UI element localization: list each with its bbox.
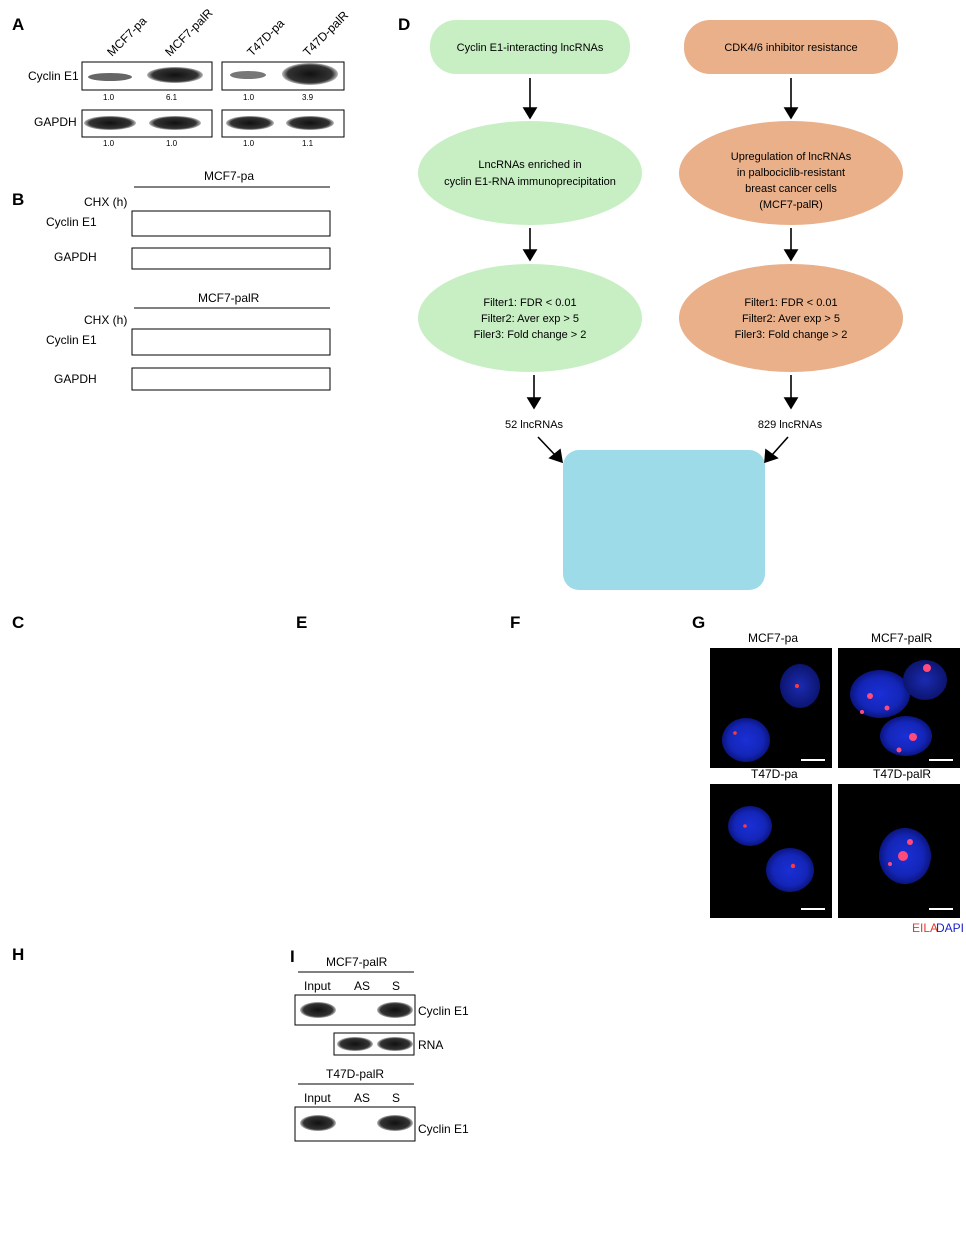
nucleus xyxy=(766,848,814,892)
row-label-cyclin: Cyclin E1 xyxy=(418,1004,469,1018)
panel-i-blots: MCF7-palR Input AS S Cyclin E1 RNA T47D-… xyxy=(294,955,469,1142)
image-title: T47D-pa xyxy=(751,767,798,781)
flow-box-right-1 xyxy=(684,20,898,74)
flow-text: cyclin E1-RNA immunoprecipitation xyxy=(444,176,616,188)
quant-value: 1.0 xyxy=(166,139,178,148)
flow-count-left: 52 lncRNAs xyxy=(505,419,564,431)
lane-label: MCF7-palR xyxy=(162,6,216,60)
nucleus xyxy=(903,660,947,700)
image-title: MCF7-pa xyxy=(748,631,798,645)
lane-label: Input xyxy=(304,979,331,993)
row-label-rna: RNA xyxy=(418,1038,443,1052)
image-title: T47D-palR xyxy=(873,767,931,781)
lane-label: S xyxy=(392,1091,400,1105)
flow-box-left-2 xyxy=(418,121,642,225)
flow-text: LncRNAs enriched in xyxy=(478,159,581,171)
flow-text: (MCF7-palR) xyxy=(759,199,823,211)
quant-value: 1.1 xyxy=(302,139,314,148)
blot-title: T47D-palR xyxy=(326,1067,384,1081)
flow-text: Filer3: Fold change > 2 xyxy=(735,329,848,341)
row-label-cyclin: Cyclin E1 xyxy=(46,215,97,229)
flow-text: Filter1: FDR < 0.01 xyxy=(483,297,576,309)
lane-label: T47D-pa xyxy=(244,16,287,59)
panel-label-d: D xyxy=(398,15,410,34)
flow-box-right-3 xyxy=(679,264,903,372)
blot-title: MCF7-palR xyxy=(326,955,388,969)
panel-label-e: E xyxy=(296,613,307,632)
quant-value: 3.9 xyxy=(302,93,314,102)
panel-label-h: H xyxy=(12,945,24,964)
panel-label-f: F xyxy=(510,613,520,632)
flow-text: Filter2: Aver exp > 5 xyxy=(481,313,579,325)
row-label-cyclin: Cyclin E1 xyxy=(28,69,79,83)
panel-b-blots: MCF7-pa CHX (h) Cyclin E1 GAPDH MCF7-pal… xyxy=(46,169,331,391)
nucleus xyxy=(850,670,910,718)
blot-title: MCF7-pa xyxy=(204,169,254,183)
flow-text: Cyclin E1-interacting lncRNAs xyxy=(457,42,604,54)
flow-text: Filter1: FDR < 0.01 xyxy=(744,297,837,309)
lane-label: AS xyxy=(354,1091,370,1105)
lane-label: AS xyxy=(354,979,370,993)
flow-count-right: 829 lncRNAs xyxy=(758,419,823,431)
quant-value: 1.0 xyxy=(103,93,115,102)
panel-label-g: G xyxy=(692,613,705,632)
lane-label: Input xyxy=(304,1091,331,1105)
panel-g-images: MCF7-pa MCF7-palR T47D-pa T47D-palR EILA… xyxy=(710,631,964,935)
row-label-gapdh: GAPDH xyxy=(34,115,77,129)
flow-text: Filer3: Fold change > 2 xyxy=(474,329,587,341)
nucleus xyxy=(780,664,820,708)
lane-label: MCF7-pa xyxy=(104,14,149,59)
flow-result-box xyxy=(563,450,765,590)
flow-box-left-1 xyxy=(430,20,630,74)
legend-eila: EILA xyxy=(912,921,938,935)
legend-dapi: DAPI xyxy=(936,921,964,935)
quant-value: 1.0 xyxy=(243,139,255,148)
row-label-cyclin: Cyclin E1 xyxy=(418,1122,469,1136)
panel-label-i: I xyxy=(290,947,295,966)
nucleus xyxy=(880,716,932,756)
blot-title: MCF7-palR xyxy=(198,291,260,305)
panel-a-blot: Cyclin E1 GAPDH MCF7-pa MCF7-palR T47D-p… xyxy=(28,6,351,148)
row-label-gapdh: GAPDH xyxy=(54,250,97,264)
nucleus xyxy=(728,806,772,846)
quant-value: 6.1 xyxy=(166,93,178,102)
flow-box-right-2 xyxy=(679,121,903,225)
panel-d-flowchart: Cyclin E1-interacting lncRNAs CDK4/6 inh… xyxy=(418,20,903,590)
quant-value: 1.0 xyxy=(243,93,255,102)
lane-label: S xyxy=(392,979,400,993)
flow-text: Filter2: Aver exp > 5 xyxy=(742,313,840,325)
flow-text: breast cancer cells xyxy=(745,183,837,195)
panel-label-c: C xyxy=(12,613,24,632)
nucleus xyxy=(722,718,770,762)
flow-text: in palbociclib-resistant xyxy=(737,167,845,179)
lane-label: T47D-palR xyxy=(300,8,351,59)
flow-box-left-3 xyxy=(418,264,642,372)
image-title: MCF7-palR xyxy=(871,631,933,645)
chx-label: CHX (h) xyxy=(84,195,127,209)
panel-label-a: A xyxy=(12,15,24,34)
row-label-gapdh: GAPDH xyxy=(54,372,97,386)
panel-label-b: B xyxy=(12,190,24,209)
row-label-cyclin: Cyclin E1 xyxy=(46,333,97,347)
flow-text: Upregulation of lncRNAs xyxy=(731,151,852,163)
flow-text: CDK4/6 inhibitor resistance xyxy=(724,42,857,54)
quant-value: 1.0 xyxy=(103,139,115,148)
chx-label: CHX (h) xyxy=(84,313,127,327)
